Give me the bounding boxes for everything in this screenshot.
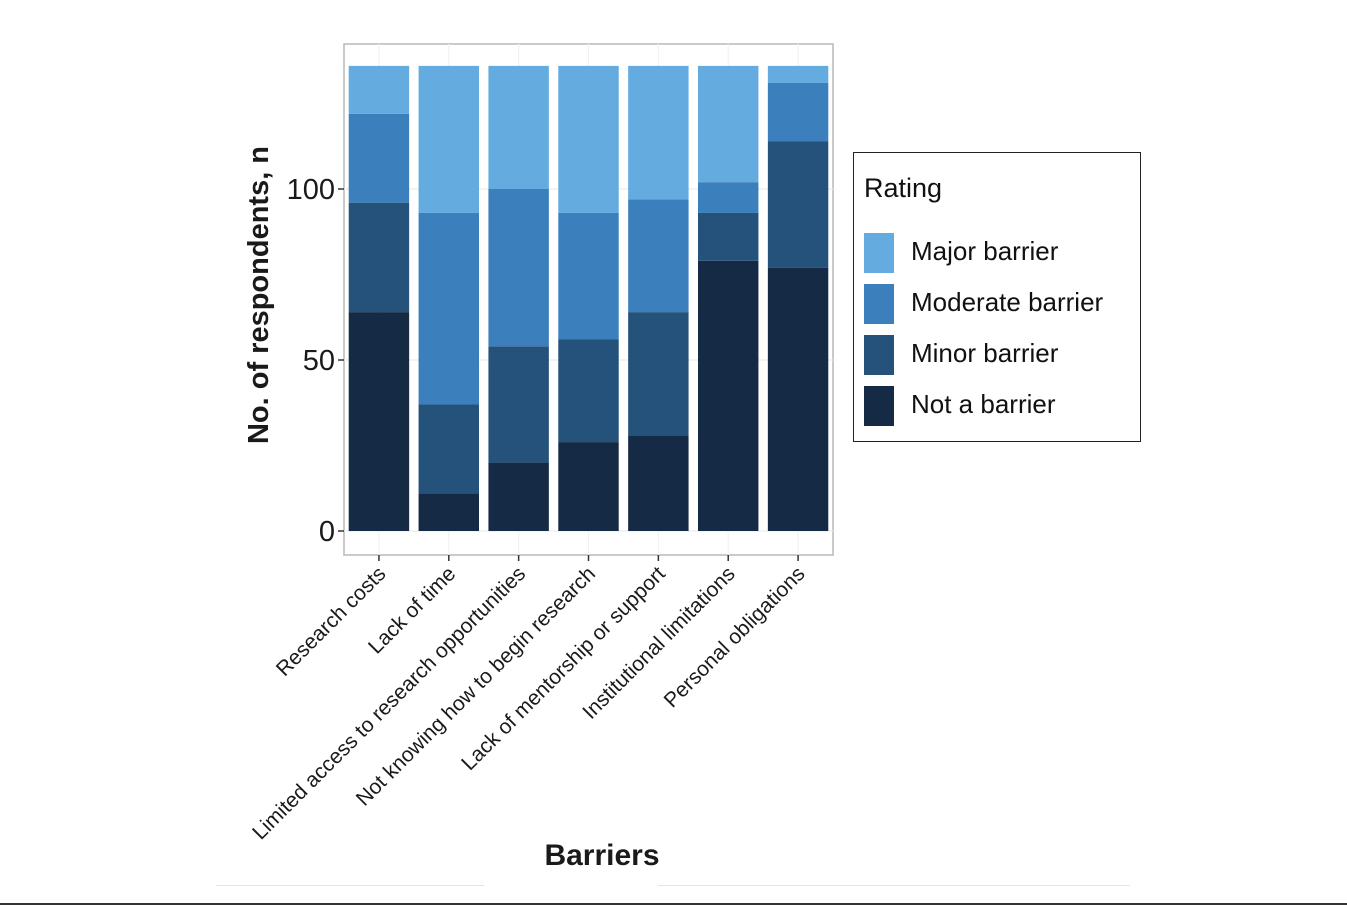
legend-item-not-a-barrier: Not a barrier [864,386,1134,426]
bar-segment-moderate-barrier [698,182,759,213]
y-axis-label: No. of respondents, n [243,146,275,444]
bar-segment-major-barrier [348,65,410,114]
bar-segment-major-barrier [628,65,689,200]
bar-segment-major-barrier [698,65,759,183]
divider-left [216,885,484,886]
legend-label: Minor barrier [911,338,1059,368]
bar-segment-major-barrier [558,65,619,213]
legend-title: Rating [864,173,943,203]
legend-swatch [864,284,894,324]
bar-segment-minor-barrier [558,339,619,443]
bar-segment-minor-barrier [767,141,829,268]
bar-segment-major-barrier [418,65,479,213]
bar-segment-minor-barrier [628,312,689,436]
divider-right [658,885,1130,886]
bar-segment-not-a-barrier [558,442,619,531]
bar-segment-moderate-barrier [767,82,829,142]
legend-label: Major barrier [911,236,1059,266]
bar-segment-moderate-barrier [488,189,549,347]
bar-segment-not-a-barrier [698,260,759,531]
bar-segment-minor-barrier [418,404,479,494]
plot-area [343,43,834,556]
legend-swatch [864,233,894,273]
bar-segment-major-barrier [488,65,549,189]
bar-segment-not-a-barrier [767,267,829,531]
y-axis: 0 50 100 [287,174,344,548]
x-axis-label: Barriers [544,839,659,872]
bar-segment-minor-barrier [348,202,410,313]
bar-segment-not-a-barrier [628,435,689,531]
legend-item-moderate-barrier: Moderate barrier [864,284,1134,324]
y-tick-label: 100 [287,174,335,206]
bar-segment-moderate-barrier [348,113,410,203]
x-tick-label: Personal obligations [660,562,810,712]
bar-segment-not-a-barrier [348,312,410,531]
y-tick-label: 50 [303,345,335,377]
legend-swatch [864,335,894,375]
legend-swatch [864,386,894,426]
page-bottom-rule [0,903,1347,905]
legend: Rating Major barrier Moderate barrier Mino… [853,152,1141,442]
bar-segment-moderate-barrier [418,212,479,405]
bar-segment-not-a-barrier [418,493,479,531]
y-tick-label: 0 [319,516,335,548]
legend-label: Not a barrier [911,389,1056,419]
legend-item-minor-barrier: Minor barrier [864,335,1134,375]
legend-label: Moderate barrier [911,287,1104,317]
bar-segment-minor-barrier [698,212,759,261]
x-tick-label: Limited access to research opportunities [248,562,530,844]
bar-segment-moderate-barrier [558,212,619,340]
legend-item-major-barrier: Major barrier [864,233,1134,273]
bar-segment-moderate-barrier [628,199,689,313]
bar-segment-major-barrier [767,65,829,83]
bar-segment-minor-barrier [488,346,549,463]
bar-segment-not-a-barrier [488,462,549,531]
x-tick-label: Research costs [272,562,391,681]
